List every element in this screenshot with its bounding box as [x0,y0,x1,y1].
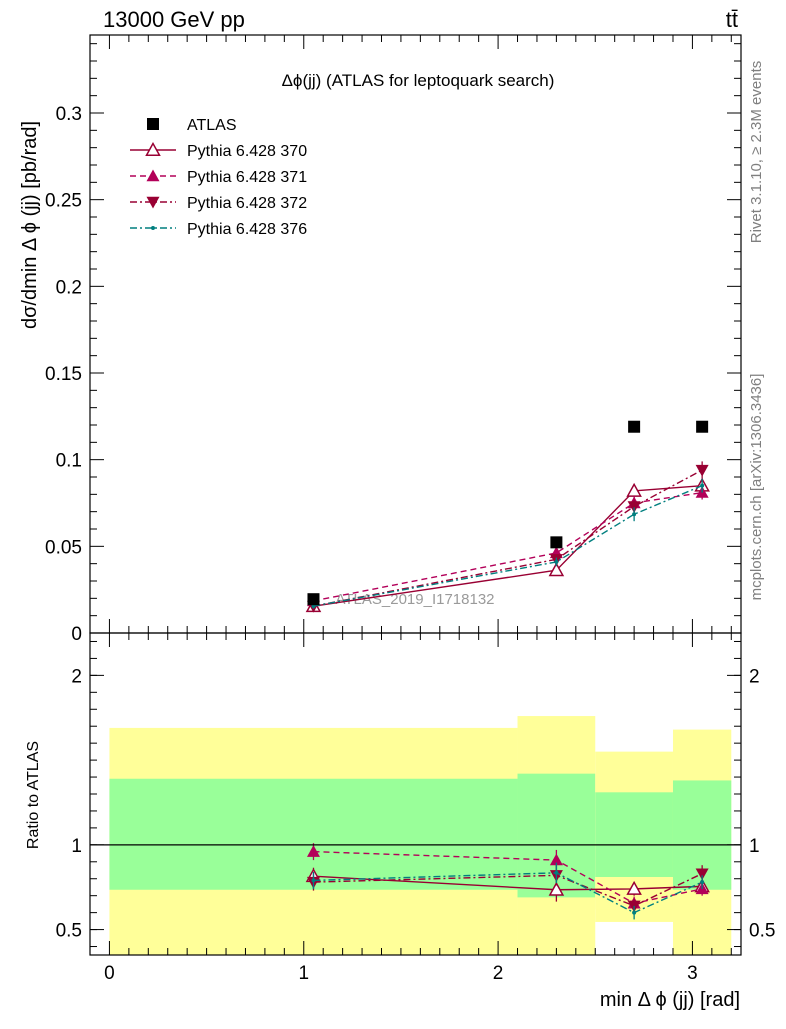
x-tick-label: 2 [493,963,504,984]
energy-label: 13000 GeV pp [103,7,245,32]
ratio-y-tick-label-right: 2 [749,666,760,687]
series-data [307,420,709,606]
uncertainty-band-inner [595,792,673,878]
series-line-p372 [313,873,703,907]
main-panel: Δϕ(jj) (ATLAS for leptoquark search) ATL… [19,34,742,645]
y-tick-label: 0.25 [45,191,82,212]
data-point-p376 [554,870,559,875]
data-point-p372 [695,464,709,477]
series-line-p376 [313,485,703,607]
legend-label-p370: Pythia 6.428 370 [187,143,307,160]
y-tick-label: 0.05 [45,537,82,558]
y-tick-label: 0 [71,624,82,645]
main-y-axis-label: dσ/dmin Δ ϕ (jj) [pb/rad] [19,121,41,329]
series-line-p372 [313,469,703,607]
legend-marker-p370 [145,141,161,156]
ratio-series-group [305,843,710,920]
ratio-y-tick-label-right: 1 [749,836,760,857]
ratio-y-tick-label: 0.5 [56,921,82,942]
data-point-p371 [306,845,320,857]
data-point-p376 [632,512,637,517]
series-p376 [311,862,705,920]
data-point-data [696,420,709,433]
y-tick-label: 0.1 [56,451,82,472]
legend-label-p372: Pythia 6.428 372 [187,195,307,212]
ratio-y-axis-label: Ratio to ATLAS [25,741,42,849]
data-point-p370 [548,881,565,896]
data-point-p372 [695,868,709,881]
data-point-data [550,536,563,549]
series-line-p370 [313,484,703,607]
ratio-panel: 0.5 0.5 1 1 2 2 0 1 2 3 Ratio to ATLAS min Δ ϕ (j… [25,632,775,1011]
legend-marker-p372 [146,196,160,209]
main-series-group [305,420,710,613]
series-line-p376 [313,872,703,914]
x-axis-label: min Δ ϕ (jj) [rad] [600,989,740,1011]
data-point-p376 [700,483,705,488]
legend: ATLAS Pythia 6.428 370 Pythia 6.428 371 Pyt… [130,117,307,238]
legend-marker-p376 [151,226,155,230]
y-tick-label: 0.2 [56,277,82,298]
legend-marker-data [147,118,159,130]
x-tick-label: 0 [104,963,115,984]
legend-label-data: ATLAS [187,117,237,134]
y-tick-label: 0.15 [45,364,82,385]
ratio-axes: 0.5 0.5 1 1 2 2 0 1 2 3 [56,632,775,984]
data-point-data [628,420,641,433]
x-tick-label: 1 [298,963,309,984]
data-point-p376 [632,910,637,915]
main-title: Δϕ(jj) (ATLAS for leptoquark search) [282,71,555,90]
data-point-data [307,593,320,606]
data-point-p370 [548,562,565,577]
mcplots-label: mcplots.cern.ch [arXiv:1306.3436] [748,374,765,601]
series-p371 [306,485,709,607]
series-line-p371 [313,850,703,905]
ratio-y-tick-label-right: 0.5 [749,921,775,942]
rivet-label: Rivet 3.1.10, ≥ 2.3M events [748,61,765,244]
legend-marker-p371 [146,169,160,182]
data-point-p371 [549,853,563,866]
data-point-p376 [554,559,559,564]
ratio-y-tick-label: 1 [71,836,82,857]
ratio-bands [109,716,732,955]
series-p376 [311,478,705,609]
series-line-p371 [313,491,703,602]
data-point-p372 [627,501,641,513]
data-point-p376 [700,880,705,885]
series-line-p370 [313,875,703,891]
data-point-p376 [311,878,316,883]
y-tick-label: 0.3 [56,104,82,125]
legend-label-p376: Pythia 6.428 376 [187,221,307,238]
x-tick-label: 3 [687,963,698,984]
data-point-p370 [626,880,642,895]
process-label: tt̄ [726,7,738,32]
legend-label-p371: Pythia 6.428 371 [187,169,307,186]
ratio-y-tick-label: 2 [71,666,82,687]
